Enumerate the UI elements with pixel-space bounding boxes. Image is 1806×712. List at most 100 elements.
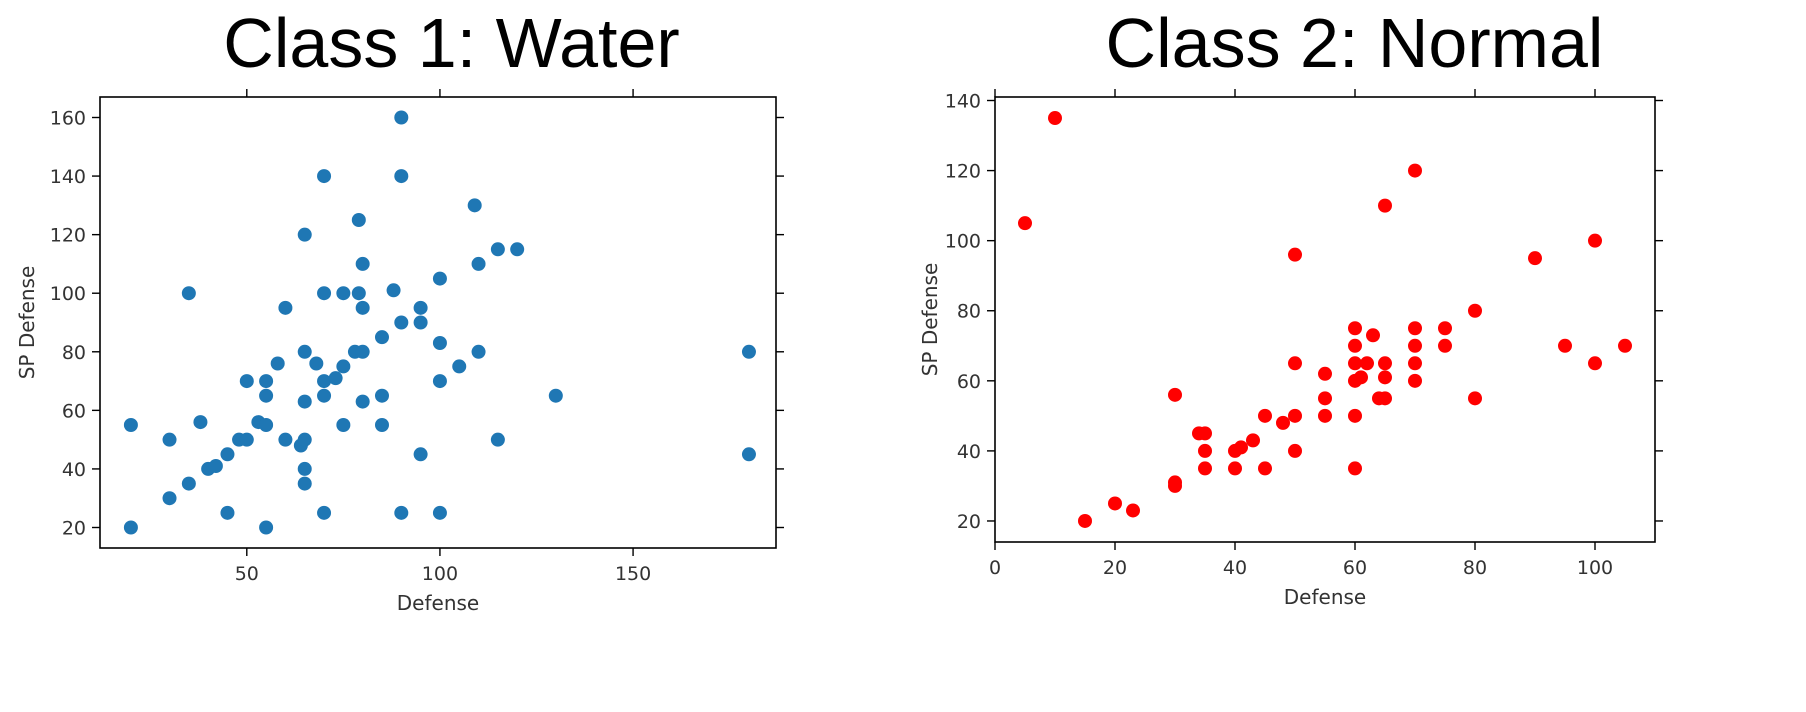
y-tick-label: 40 xyxy=(62,459,86,481)
data-point xyxy=(1126,503,1140,518)
data-point xyxy=(297,227,312,242)
data-point xyxy=(452,359,467,374)
data-point xyxy=(297,344,312,359)
data-point xyxy=(1378,356,1392,371)
data-point xyxy=(394,110,409,125)
data-point xyxy=(259,418,274,432)
data-point xyxy=(355,394,370,409)
data-point xyxy=(1198,461,1212,476)
data-point xyxy=(336,359,351,374)
data-point xyxy=(208,459,223,473)
data-point xyxy=(1360,356,1374,371)
data-point xyxy=(471,344,486,359)
data-point xyxy=(741,447,756,462)
data-point xyxy=(374,388,389,403)
data-point xyxy=(1348,461,1362,476)
data-point xyxy=(1288,356,1302,371)
data-point xyxy=(317,286,332,301)
data-point xyxy=(297,476,312,491)
normal-chart-panel: Class 2: Normal 0 20 40 60 80 100 20 40 60 80 100 1… xyxy=(903,0,1806,712)
data-point xyxy=(1258,408,1272,423)
data-point xyxy=(1348,321,1362,336)
y-tick-label: 80 xyxy=(62,342,86,364)
data-point xyxy=(1438,338,1452,353)
plot-frame xyxy=(99,96,777,549)
plot-frame xyxy=(994,96,1656,543)
data-point xyxy=(1558,338,1572,353)
data-point xyxy=(374,330,389,345)
data-point xyxy=(471,256,486,271)
data-point xyxy=(413,300,428,315)
x-tick-label: 80 xyxy=(1463,557,1487,579)
data-point xyxy=(741,344,756,359)
data-point xyxy=(1168,475,1182,490)
y-axis-label: SP Defense xyxy=(918,263,942,377)
data-point xyxy=(355,344,370,359)
data-point xyxy=(336,286,351,301)
data-point xyxy=(259,388,274,403)
data-point xyxy=(355,300,370,315)
data-point xyxy=(1408,163,1422,178)
data-point xyxy=(1618,338,1632,353)
y-tick-label: 140 xyxy=(945,91,981,113)
data-point xyxy=(259,374,274,389)
data-point xyxy=(1408,321,1422,336)
data-point xyxy=(1588,233,1602,248)
data-point xyxy=(413,315,428,330)
data-point xyxy=(386,283,401,298)
data-point xyxy=(317,374,332,389)
data-point xyxy=(181,476,196,491)
data-point xyxy=(355,256,370,271)
data-point xyxy=(548,388,563,403)
data-point xyxy=(1288,443,1302,458)
data-point xyxy=(394,315,409,330)
data-point xyxy=(1366,328,1380,343)
data-point xyxy=(1468,303,1482,318)
chart-title: Class 2: Normal xyxy=(1105,4,1604,82)
data-point xyxy=(1378,370,1392,385)
data-point xyxy=(1288,408,1302,423)
x-tick-label: 100 xyxy=(422,563,458,585)
x-tick-label: 100 xyxy=(1577,557,1613,579)
data-point xyxy=(490,242,505,257)
data-point xyxy=(1234,440,1248,455)
data-point xyxy=(193,415,208,430)
data-point xyxy=(1318,391,1332,406)
y-tick-label: 120 xyxy=(945,161,981,183)
data-point xyxy=(1408,373,1422,388)
data-point xyxy=(510,242,525,257)
y-tick-label: 100 xyxy=(945,231,981,253)
data-point xyxy=(278,432,293,447)
data-point xyxy=(432,505,447,520)
data-point xyxy=(1258,461,1272,476)
data-point xyxy=(259,520,274,535)
y-tick-label: 140 xyxy=(50,166,86,188)
data-point xyxy=(394,505,409,520)
data-point xyxy=(317,505,332,520)
data-point xyxy=(1246,433,1260,448)
data-point xyxy=(162,432,177,447)
data-point xyxy=(1048,111,1062,126)
data-point xyxy=(239,432,254,447)
water-scatter-plot: 50 100 150 20 40 60 80 100 120 140 160 Defense SP De… xyxy=(15,89,784,615)
data-point xyxy=(1408,356,1422,371)
data-point xyxy=(239,374,254,389)
data-point xyxy=(1528,251,1542,266)
x-tick-label: 60 xyxy=(1343,557,1367,579)
data-point xyxy=(317,388,332,403)
data-point xyxy=(278,300,293,315)
data-point xyxy=(1318,408,1332,423)
data-point xyxy=(336,418,351,432)
data-point xyxy=(309,356,324,371)
data-point xyxy=(1348,356,1362,371)
x-tick-label: 150 xyxy=(615,563,651,585)
data-point xyxy=(432,374,447,389)
data-point xyxy=(1348,408,1362,423)
y-axis-label: SP Defense xyxy=(15,266,39,380)
y-tick-label: 80 xyxy=(957,301,981,323)
data-point xyxy=(1168,387,1182,402)
data-point xyxy=(1588,356,1602,371)
y-tick-label: 40 xyxy=(957,441,981,463)
data-point xyxy=(181,286,196,301)
data-point xyxy=(1078,513,1092,528)
